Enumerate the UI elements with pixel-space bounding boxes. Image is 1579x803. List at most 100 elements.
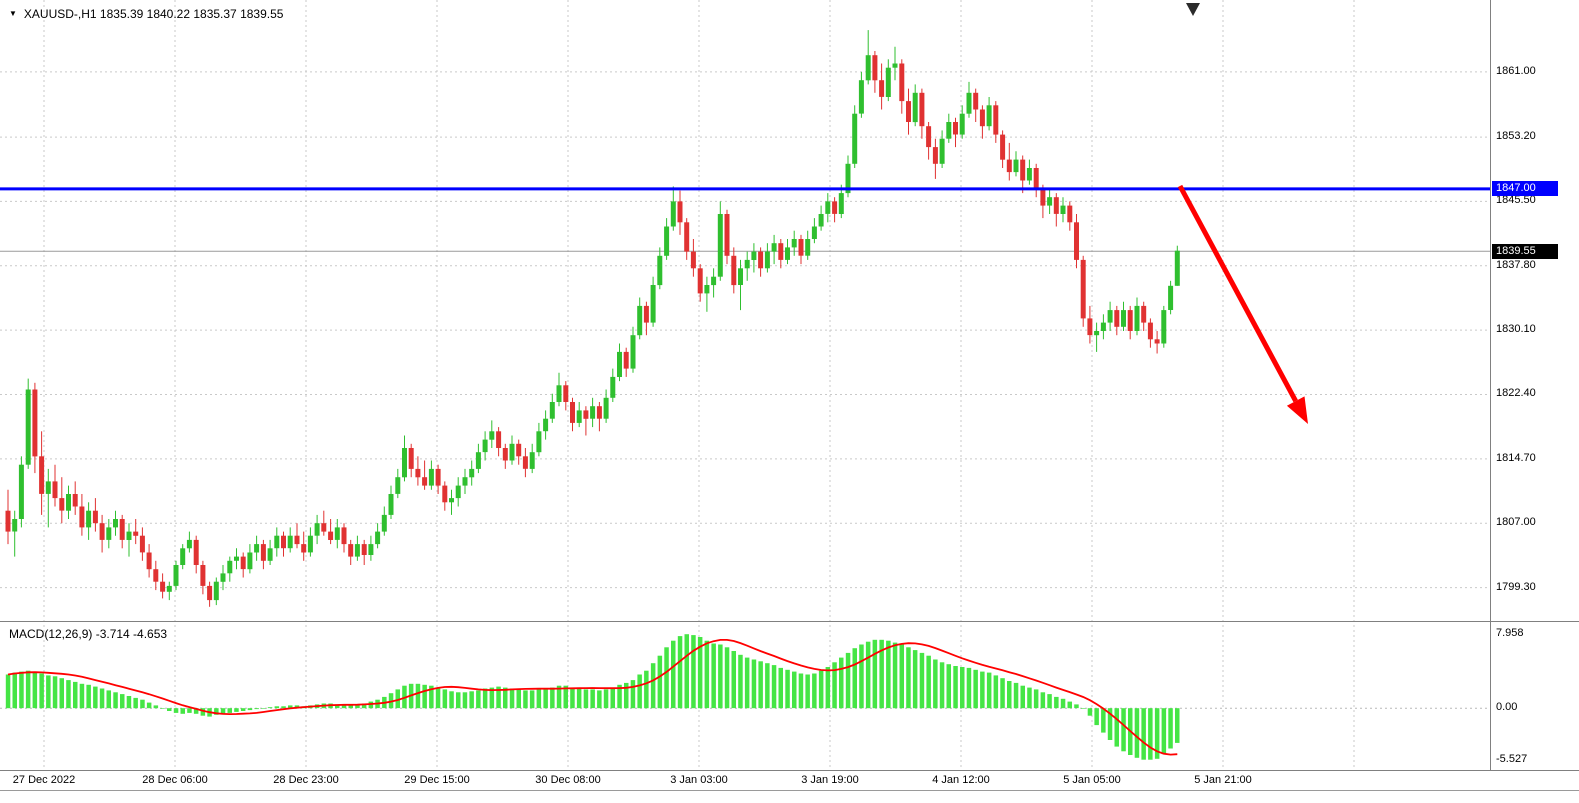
candle-body <box>838 193 844 214</box>
trend-arrow-head[interactable] <box>1286 396 1308 424</box>
price-chart-canvas[interactable] <box>0 0 1490 770</box>
panel-splitter[interactable] <box>0 621 1579 622</box>
candle-body <box>724 214 730 256</box>
macd-bar <box>603 689 609 709</box>
macd-bar <box>140 699 145 709</box>
price-axis-label: 1853.20 <box>1496 130 1536 143</box>
price-axis[interactable]: 1847.00 1839.55 1861.00 1853.20 1845.50 183… <box>1490 0 1579 791</box>
indicator-axis-label: 0.00 <box>1496 701 1518 714</box>
price-axis-label: 1814.70 <box>1496 451 1536 464</box>
candle-body <box>160 581 166 592</box>
macd-bar <box>288 705 293 709</box>
macd-bar <box>1033 689 1039 709</box>
trend-arrow-line[interactable] <box>1177 184 1298 403</box>
candle-body <box>59 498 65 511</box>
time-axis-label: 5 Jan 05:00 <box>1063 774 1121 786</box>
time-axis-label: 30 Dec 08:00 <box>535 774 601 786</box>
candle-body <box>610 376 616 398</box>
macd-bar <box>429 685 434 709</box>
macd-bar <box>852 648 857 709</box>
macd-bar <box>1087 708 1093 716</box>
price-axis-label: 1837.80 <box>1496 258 1536 271</box>
candle-body <box>1033 168 1039 189</box>
candle-body <box>832 201 838 214</box>
macd-bar <box>664 647 669 709</box>
indicator-axis-label: -5.527 <box>1496 752 1528 765</box>
macd-bar <box>825 667 831 709</box>
macd-bar <box>261 708 266 709</box>
candle-body <box>758 251 764 269</box>
candle-body <box>1168 285 1174 310</box>
macd-bar <box>758 661 763 709</box>
candle-body <box>25 389 31 465</box>
macd-bar <box>247 708 253 711</box>
macd-bar <box>19 671 24 709</box>
macd-bar <box>1007 681 1012 709</box>
symbol-info: ▼ XAUUSD-,H1 1835.39 1840.22 1835.37 183… <box>9 7 283 21</box>
macd-bar <box>496 686 501 709</box>
candle-body <box>643 305 649 323</box>
macd-bar <box>509 688 515 709</box>
candle-body <box>677 201 683 223</box>
candle-body <box>18 464 24 519</box>
price-axis-label: 1830.10 <box>1496 323 1536 336</box>
candle-body <box>307 535 313 553</box>
macd-bar <box>812 673 817 709</box>
macd-bar <box>778 667 783 709</box>
macd-bar <box>731 651 736 709</box>
candle-body <box>281 535 286 549</box>
collapse-triangle-icon[interactable]: ▼ <box>9 9 17 18</box>
macd-bar <box>415 683 421 709</box>
candle-body <box>186 539 192 549</box>
macd-bar <box>691 635 696 709</box>
macd-bar <box>724 647 730 709</box>
macd-bar <box>939 662 945 709</box>
candle-body <box>200 565 206 586</box>
candle-body <box>408 448 414 469</box>
macd-bar <box>650 663 656 709</box>
candle-body <box>66 494 71 511</box>
candle-body <box>939 138 945 164</box>
candle-body <box>751 251 757 260</box>
candle-body <box>496 431 502 448</box>
candle-body <box>738 268 743 285</box>
macd-bar <box>886 640 891 709</box>
chart-shift-marker-icon[interactable] <box>1186 3 1200 16</box>
macd-bar <box>543 688 548 709</box>
macd-bar <box>173 708 179 713</box>
candle-body <box>92 510 98 524</box>
time-axis-label: 29 Dec 15:00 <box>404 774 470 786</box>
macd-bar <box>677 636 683 709</box>
macd-bar <box>1013 682 1019 709</box>
macd-bar <box>980 671 985 709</box>
macd-bar <box>624 682 629 709</box>
candle-body <box>650 285 656 323</box>
candle-body <box>72 494 78 507</box>
macd-bar <box>167 708 172 711</box>
macd-bar <box>193 708 199 714</box>
macd-bar <box>529 690 535 709</box>
price-axis-label: 1861.00 <box>1496 64 1536 77</box>
candle-body <box>227 560 233 574</box>
macd-bar <box>637 674 642 709</box>
macd-bar <box>536 689 542 709</box>
candle-body <box>180 548 186 565</box>
macd-bar <box>435 687 441 709</box>
candle-body <box>502 448 508 461</box>
time-axis[interactable]: 27 Dec 2022 28 Dec 06:00 28 Dec 23:00 29 De… <box>0 770 1579 791</box>
macd-bar <box>66 680 71 709</box>
candle-body <box>341 527 347 545</box>
candle-body <box>509 443 515 461</box>
macd-bar <box>906 647 911 709</box>
macd-bar <box>86 684 91 709</box>
candle-body <box>1161 310 1167 344</box>
macd-bar <box>180 708 185 714</box>
time-axis-label: 4 Jan 12:00 <box>932 774 990 786</box>
candle-body <box>119 519 125 540</box>
macd-bar <box>523 690 528 709</box>
candle-body <box>771 243 777 252</box>
candle-body <box>166 585 172 592</box>
candle-body <box>422 477 428 486</box>
candle-body <box>415 468 421 478</box>
macd-bar <box>482 688 488 709</box>
